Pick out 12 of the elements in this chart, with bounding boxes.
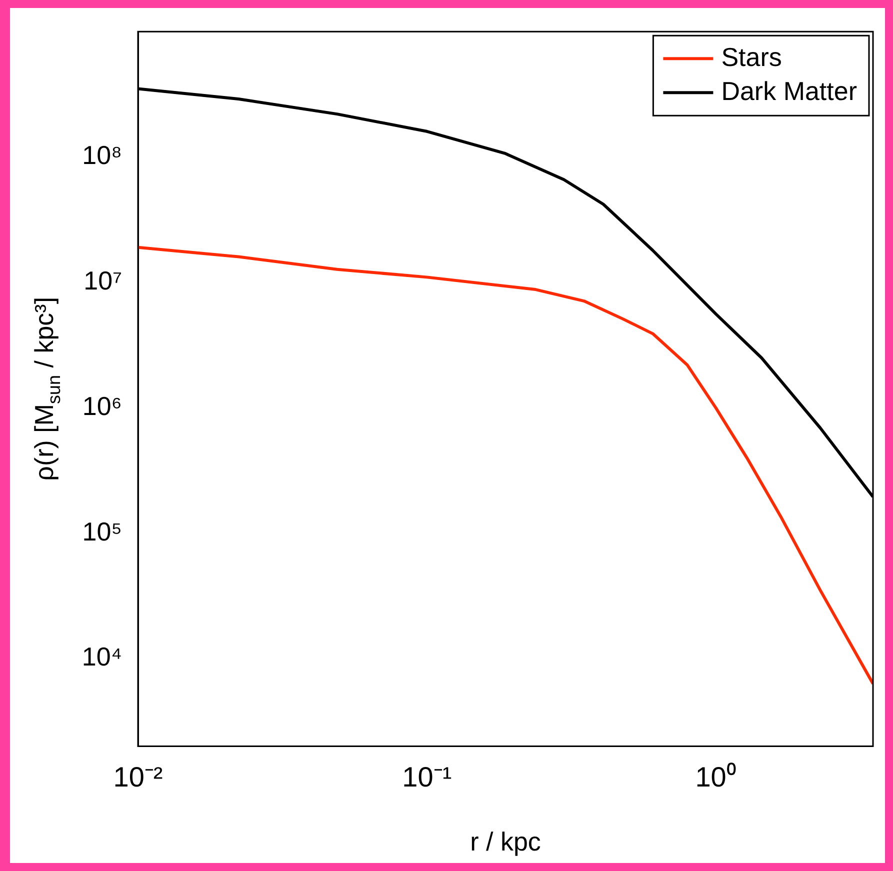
x-axis-title: r / kpc: [470, 826, 541, 857]
y-tick-label: 10⁴: [82, 642, 122, 672]
legend-label: Stars: [721, 42, 782, 72]
x-tick-label: 10⁻²: [113, 762, 163, 793]
y-axis-title: ρ(r) [Msun / kpc³]: [29, 296, 64, 481]
y-tick-label: 10⁷: [84, 266, 122, 296]
y-tick-label: 10⁸: [82, 140, 122, 170]
y-tick-label: 10⁶: [82, 390, 122, 421]
legend-label: Dark Matter: [721, 76, 858, 106]
x-tick-label: 10⁻¹: [402, 762, 452, 793]
y-tick-label: 10⁵: [82, 516, 122, 546]
x-tick-label: 10⁰: [695, 762, 736, 793]
